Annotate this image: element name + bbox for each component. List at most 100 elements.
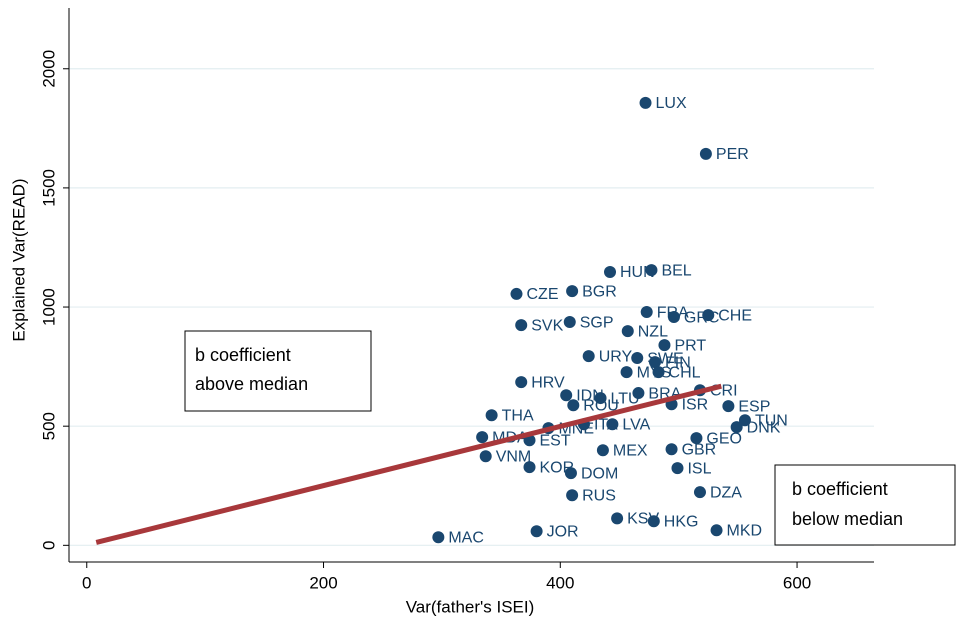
point-label: ITA bbox=[594, 416, 618, 433]
point-label: FIN bbox=[665, 354, 691, 371]
annotation: below median bbox=[792, 509, 903, 529]
point bbox=[596, 444, 609, 457]
point bbox=[515, 319, 528, 332]
point-label: MKD bbox=[727, 523, 763, 540]
point-label: GRC bbox=[684, 309, 720, 326]
y-tick-label: 0 bbox=[39, 541, 58, 550]
point bbox=[632, 387, 645, 400]
annotation: above median bbox=[195, 374, 308, 394]
point bbox=[652, 366, 665, 379]
point bbox=[510, 287, 523, 300]
point-label: GBR bbox=[682, 442, 717, 459]
point-label: LVA bbox=[622, 416, 650, 433]
point-label: RUS bbox=[582, 488, 616, 505]
x-tick-label: 0 bbox=[82, 573, 91, 592]
point-label: SVK bbox=[531, 317, 563, 334]
fit-line bbox=[95, 383, 722, 545]
point-label: JOR bbox=[547, 523, 579, 540]
point bbox=[606, 418, 619, 431]
point bbox=[621, 325, 634, 338]
annotation: b coefficient bbox=[195, 345, 291, 365]
point-label: MEX bbox=[613, 442, 648, 459]
point bbox=[690, 432, 703, 445]
y-tick-label: 500 bbox=[39, 412, 58, 440]
x-tick-label: 400 bbox=[546, 573, 574, 592]
point bbox=[648, 356, 661, 369]
y-axis-label: Explained Var(READ) bbox=[9, 178, 28, 341]
point bbox=[476, 431, 489, 444]
point-label: EST bbox=[540, 432, 571, 449]
point bbox=[730, 421, 743, 434]
x-tick-label: 600 bbox=[783, 573, 811, 592]
point-label: PRT bbox=[674, 337, 706, 354]
point bbox=[563, 316, 576, 329]
x-tick-label: 200 bbox=[309, 573, 337, 592]
point bbox=[566, 489, 579, 502]
point-label: CHL bbox=[669, 364, 701, 381]
point bbox=[671, 462, 684, 475]
point bbox=[582, 350, 595, 363]
point bbox=[611, 512, 624, 525]
point bbox=[722, 400, 735, 413]
point bbox=[693, 486, 706, 499]
point bbox=[658, 339, 671, 352]
point-label: VNM bbox=[496, 448, 532, 465]
point bbox=[567, 399, 580, 412]
point-label: THA bbox=[502, 407, 534, 424]
point bbox=[432, 531, 445, 544]
point-label: NZL bbox=[638, 323, 668, 340]
point-label: CRI bbox=[710, 382, 738, 399]
x-axis-label: Var(father's ISEI) bbox=[406, 597, 535, 616]
point-label: LTU bbox=[611, 390, 640, 407]
point bbox=[604, 266, 617, 279]
point-label: ROU bbox=[583, 397, 619, 414]
y-tick-label: 1500 bbox=[39, 169, 58, 207]
point bbox=[710, 524, 723, 537]
annotation-box bbox=[184, 330, 372, 412]
point-label: SGP bbox=[580, 314, 614, 331]
point-label: TUN bbox=[755, 412, 788, 429]
point-label: HKG bbox=[664, 513, 699, 530]
annotation-box bbox=[774, 464, 956, 546]
point bbox=[631, 352, 644, 365]
y-tick-label: 2000 bbox=[39, 50, 58, 88]
point-label: BGR bbox=[582, 283, 617, 300]
point bbox=[640, 306, 653, 319]
point-label: LUX bbox=[656, 95, 687, 112]
point bbox=[667, 311, 680, 324]
point-label: CHE bbox=[718, 307, 752, 324]
point-label: HRV bbox=[531, 374, 565, 391]
annotation: b coefficient bbox=[792, 479, 888, 499]
point-label: PER bbox=[716, 146, 749, 163]
point bbox=[560, 389, 573, 402]
point-label: ESP bbox=[738, 398, 770, 415]
point bbox=[485, 409, 498, 422]
point bbox=[594, 392, 607, 405]
point bbox=[564, 467, 577, 480]
point-label: DNK bbox=[747, 419, 781, 436]
point bbox=[515, 376, 528, 389]
point bbox=[702, 309, 715, 322]
point bbox=[566, 285, 579, 298]
point bbox=[647, 515, 660, 528]
point bbox=[523, 461, 536, 474]
y-tick-label: 1000 bbox=[39, 288, 58, 326]
point-label: URY bbox=[599, 348, 633, 365]
point bbox=[620, 366, 633, 379]
point bbox=[530, 525, 543, 538]
point bbox=[479, 450, 492, 463]
point-label: GEO bbox=[706, 430, 742, 447]
point-label: MAC bbox=[448, 529, 484, 546]
point-label: DZA bbox=[710, 484, 742, 501]
point-label: ISL bbox=[687, 460, 711, 477]
point bbox=[645, 264, 658, 277]
point-label: DOM bbox=[581, 465, 618, 482]
point bbox=[699, 147, 712, 160]
point bbox=[665, 443, 678, 456]
point-label: BEL bbox=[661, 262, 691, 279]
point-label: CZE bbox=[526, 286, 558, 303]
point-label: ISR bbox=[682, 396, 709, 413]
point bbox=[639, 96, 652, 109]
point bbox=[738, 414, 751, 427]
